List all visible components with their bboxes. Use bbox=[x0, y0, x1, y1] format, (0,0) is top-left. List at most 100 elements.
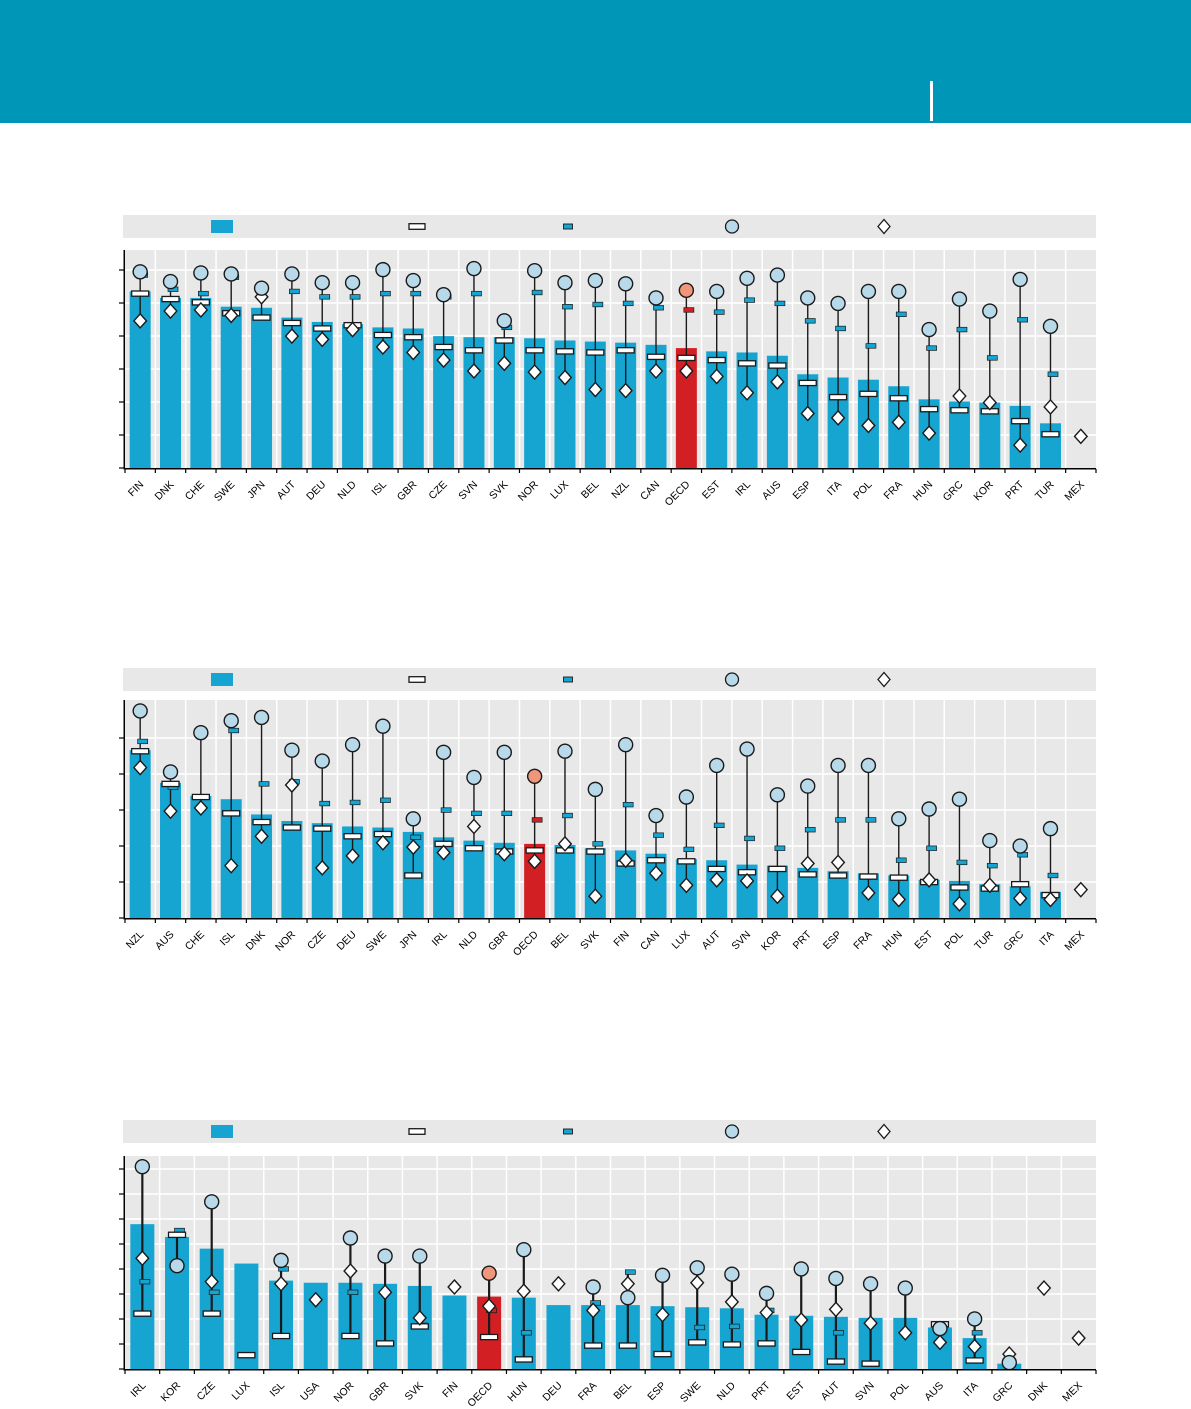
markers-ITA bbox=[1041, 820, 1060, 908]
bar-NZL bbox=[129, 750, 151, 918]
markers-CHE bbox=[191, 265, 211, 318]
xtick-GBR: GBR bbox=[367, 1379, 392, 1404]
diamond-ISL bbox=[223, 857, 239, 874]
median-dash-OECD bbox=[479, 1333, 499, 1341]
xtick-IRL: IRL bbox=[733, 479, 753, 499]
diamond-MEX bbox=[1073, 428, 1089, 445]
circle-GRC bbox=[951, 291, 968, 307]
xtick-SWE: SWE bbox=[212, 479, 237, 504]
accent-dash-NOR bbox=[531, 289, 543, 296]
diamond-FRA bbox=[585, 1302, 601, 1319]
diamond-marker-icon bbox=[877, 1123, 891, 1140]
markers-SVN bbox=[737, 741, 757, 889]
diamond-FIN bbox=[447, 1278, 462, 1296]
xtick-EST: EST bbox=[912, 928, 935, 951]
median-dash-LUX bbox=[555, 348, 575, 355]
xtick-JPN: JPN bbox=[245, 479, 268, 502]
median-dash-NOR bbox=[525, 347, 544, 354]
circle-DEU bbox=[314, 275, 330, 291]
circle-SWE bbox=[375, 718, 391, 734]
diamond-HUN bbox=[921, 425, 937, 442]
bar-LUX bbox=[554, 340, 576, 468]
circle-JPN bbox=[405, 811, 421, 827]
markers-LUX bbox=[555, 275, 575, 386]
diamond-DEU bbox=[314, 331, 330, 348]
diamond-FIN bbox=[132, 312, 148, 329]
median-dash-CHE bbox=[191, 793, 211, 801]
circle-LUX bbox=[678, 789, 695, 805]
median-dash-icon bbox=[408, 676, 426, 683]
accent-dash-AUS bbox=[774, 300, 786, 307]
xtick-SWE: SWE bbox=[678, 1380, 703, 1405]
circle-SWE bbox=[223, 266, 239, 282]
accent-dash-icon bbox=[563, 223, 573, 230]
accent-dash-SWE bbox=[380, 797, 391, 803]
circle-TUR bbox=[982, 832, 998, 849]
circle-NLD bbox=[466, 769, 482, 786]
circle-DNK bbox=[253, 709, 270, 726]
accent-dash-HUN bbox=[520, 1330, 532, 1336]
markers-MEX bbox=[1073, 428, 1089, 445]
median-dash-EST bbox=[792, 1348, 811, 1356]
markers-CZE bbox=[202, 1194, 221, 1317]
bar-CHE bbox=[190, 297, 212, 468]
diamond-ISL bbox=[375, 338, 391, 356]
circle-FIN bbox=[617, 736, 634, 753]
markers-FIN bbox=[131, 264, 150, 329]
xtick-AUS: AUS bbox=[922, 1380, 946, 1404]
markers-CAN bbox=[646, 807, 666, 882]
median-dash-SVN bbox=[861, 1360, 880, 1367]
accent-dash-CZE bbox=[319, 800, 331, 807]
chart-2-xtick-labels: NZL AUS CHE ISL DNK NOR CZE DEU SWE JPN IRL NLD GBR O… bbox=[124, 928, 1087, 958]
bar-FIN bbox=[129, 291, 151, 468]
bar-DNK bbox=[160, 297, 182, 468]
circle-HUN bbox=[921, 321, 937, 338]
chart-3-legend bbox=[123, 1120, 1096, 1143]
circle-GBR bbox=[377, 1248, 393, 1264]
xtick-ESP: ESP bbox=[645, 1380, 668, 1403]
accent-dash-AUT bbox=[833, 1330, 844, 1336]
markers-NLD bbox=[722, 1266, 742, 1348]
diamond-DNK bbox=[254, 828, 269, 845]
diamond-PRT bbox=[1012, 437, 1028, 454]
chart-3: IRL KOR CZE LUX ISL USA NOR GBR SVK FIN OECD HUN DEU… bbox=[119, 1120, 1097, 1409]
accent-dash-EST bbox=[926, 845, 937, 851]
accent-dash-TUR bbox=[986, 863, 998, 869]
xtick-JPN: JPN bbox=[397, 929, 420, 952]
accent-dash-GRC bbox=[956, 326, 968, 333]
xtick-MEX: MEX bbox=[1060, 1380, 1085, 1405]
circle-SVN bbox=[466, 260, 482, 277]
circle-FIN bbox=[132, 264, 148, 280]
markers-KOR bbox=[768, 787, 787, 905]
markers-AUS bbox=[161, 764, 180, 820]
accent-dash-CAN bbox=[653, 832, 664, 838]
bar-SVN bbox=[736, 864, 758, 918]
diamond-GRC bbox=[952, 388, 967, 405]
median-dash-DEU bbox=[313, 325, 332, 332]
bar-NOR bbox=[281, 820, 303, 918]
circle-ESP bbox=[800, 290, 816, 306]
xtick-ITA: ITA bbox=[825, 479, 844, 498]
median-dash-HUN bbox=[514, 1356, 533, 1363]
diamond-MEX bbox=[1073, 881, 1089, 898]
accent-dash-FRA bbox=[865, 817, 877, 823]
bar-LUX bbox=[234, 1263, 259, 1369]
diamond-HUN bbox=[891, 891, 907, 908]
circle-ITA bbox=[1042, 820, 1059, 837]
circle-EST bbox=[793, 1261, 809, 1277]
xtick-SVK: SVK bbox=[487, 479, 510, 502]
circle-AUS bbox=[162, 764, 179, 780]
accent-dash-IRL bbox=[440, 807, 452, 813]
bar-GBR bbox=[402, 328, 424, 468]
accent-dash-GBR bbox=[501, 810, 513, 817]
circle-EST bbox=[709, 283, 725, 300]
xtick-CHE: CHE bbox=[183, 929, 207, 953]
circle-GRC bbox=[1012, 838, 1028, 854]
diamond-AUS bbox=[932, 1334, 948, 1351]
median-dash-NOR bbox=[282, 824, 302, 831]
markers-SWE bbox=[222, 266, 241, 324]
bar-SWE bbox=[372, 827, 394, 918]
circle-CHE bbox=[193, 265, 209, 281]
accent-dash-FIN bbox=[622, 801, 634, 808]
median-dash-KOR bbox=[768, 865, 787, 873]
